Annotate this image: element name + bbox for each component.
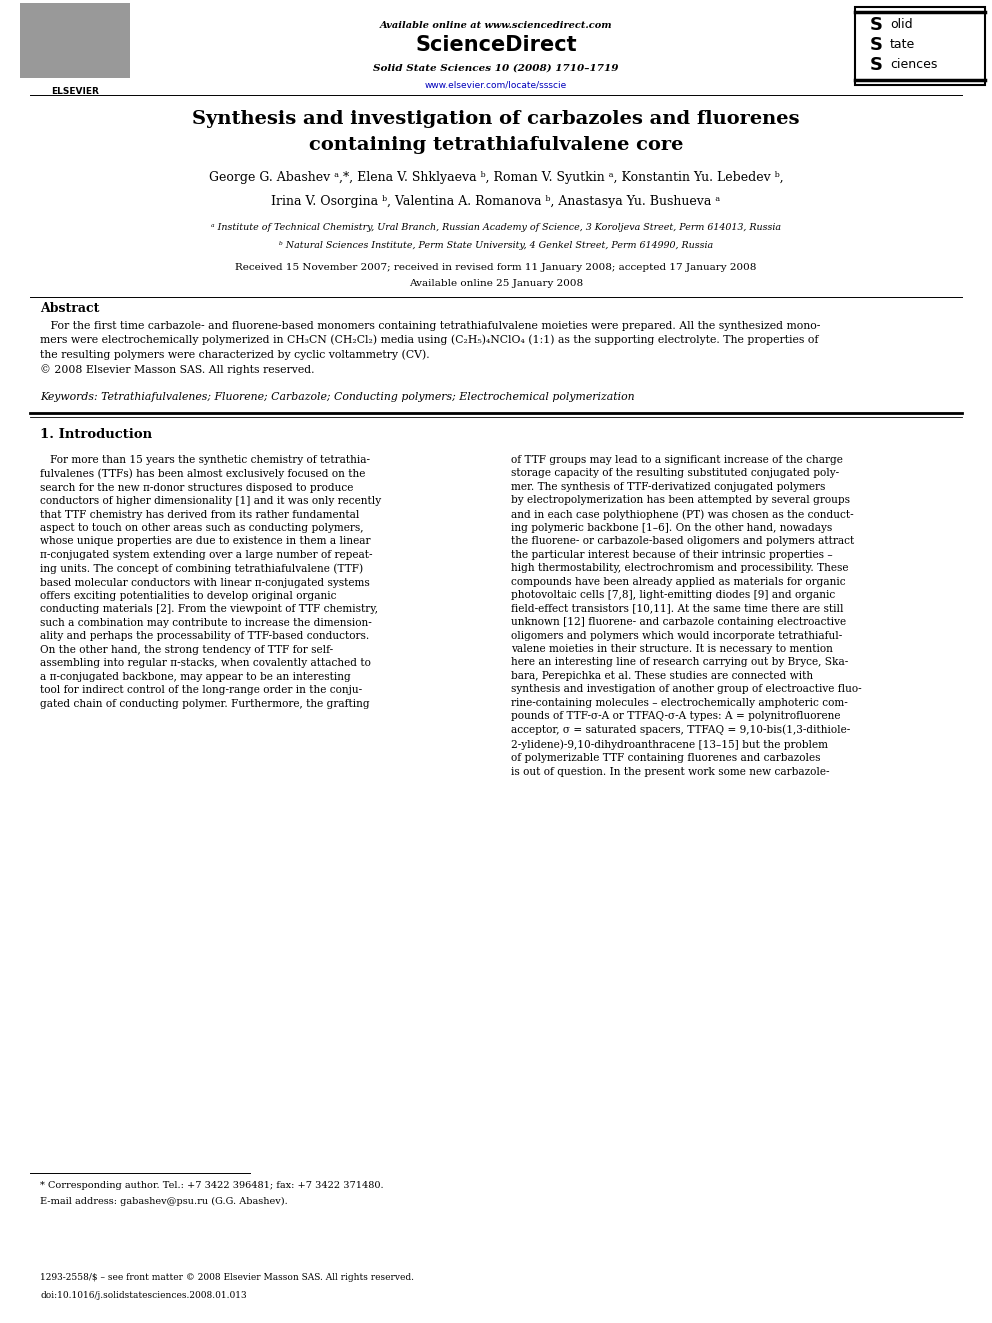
Text: George G. Abashev ᵃ,*, Elena V. Shklyaeva ᵇ, Roman V. Syutkin ᵃ, Konstantin Yu. : George G. Abashev ᵃ,*, Elena V. Shklyaev… — [208, 172, 784, 184]
Text: ᵇ Natural Sciences Institute, Perm State University, 4 Genkel Street, Perm 61499: ᵇ Natural Sciences Institute, Perm State… — [279, 241, 713, 250]
Text: Keywords: Tetrathiafulvalenes; Fluorene; Carbazole; Conducting polymers; Electro: Keywords: Tetrathiafulvalenes; Fluorene;… — [40, 392, 635, 402]
Text: of TTF groups may lead to a significant increase of the charge
storage capacity : of TTF groups may lead to a significant … — [511, 455, 862, 777]
Text: Abstract: Abstract — [40, 303, 99, 315]
Text: For the first time carbazole- and fluorene-based monomers containing tetrathiafu: For the first time carbazole- and fluore… — [40, 320, 820, 376]
Text: For more than 15 years the synthetic chemistry of tetrathia-
fulvalenes (TTFs) h: For more than 15 years the synthetic che… — [40, 455, 381, 709]
Text: ELSEVIER: ELSEVIER — [51, 86, 99, 95]
Text: doi:10.1016/j.solidstatesciences.2008.01.013: doi:10.1016/j.solidstatesciences.2008.01… — [40, 1290, 247, 1299]
Text: Available online 25 January 2008: Available online 25 January 2008 — [409, 279, 583, 287]
Text: S: S — [870, 36, 883, 54]
Text: E-mail address: gabashev@psu.ru (G.G. Abashev).: E-mail address: gabashev@psu.ru (G.G. Ab… — [40, 1196, 288, 1205]
Text: tate: tate — [890, 38, 916, 52]
Text: Synthesis and investigation of carbazoles and fluorenes: Synthesis and investigation of carbazole… — [192, 110, 800, 128]
Text: Solid State Sciences 10 (2008) 1710–1719: Solid State Sciences 10 (2008) 1710–1719 — [373, 64, 619, 73]
Text: 1. Introduction: 1. Introduction — [40, 429, 152, 442]
Text: ᵃ Institute of Technical Chemistry, Ural Branch, Russian Academy of Science, 3 K: ᵃ Institute of Technical Chemistry, Ural… — [211, 224, 781, 233]
Text: S: S — [870, 56, 883, 74]
Bar — [855, 7, 985, 85]
Text: olid: olid — [890, 19, 913, 32]
Text: 1293-2558/$ – see front matter © 2008 Elsevier Masson SAS. All rights reserved.: 1293-2558/$ – see front matter © 2008 El… — [40, 1274, 414, 1282]
Text: Irina V. Osorgina ᵇ, Valentina A. Romanova ᵇ, Anastasya Yu. Bushueva ᵃ: Irina V. Osorgina ᵇ, Valentina A. Romano… — [272, 194, 720, 208]
Text: S: S — [870, 16, 883, 34]
Text: Available online at www.sciencedirect.com: Available online at www.sciencedirect.co… — [380, 21, 612, 30]
Text: Received 15 November 2007; received in revised form 11 January 2008; accepted 17: Received 15 November 2007; received in r… — [235, 262, 757, 271]
Text: containing tetrathiafulvalene core: containing tetrathiafulvalene core — [309, 136, 683, 153]
Text: * Corresponding author. Tel.: +7 3422 396481; fax: +7 3422 371480.: * Corresponding author. Tel.: +7 3422 39… — [40, 1180, 384, 1189]
Bar — [20, 3, 130, 78]
Text: www.elsevier.com/locate/ssscie: www.elsevier.com/locate/ssscie — [425, 81, 567, 90]
Text: ciences: ciences — [890, 58, 937, 71]
Text: ScienceDirect: ScienceDirect — [416, 34, 576, 56]
